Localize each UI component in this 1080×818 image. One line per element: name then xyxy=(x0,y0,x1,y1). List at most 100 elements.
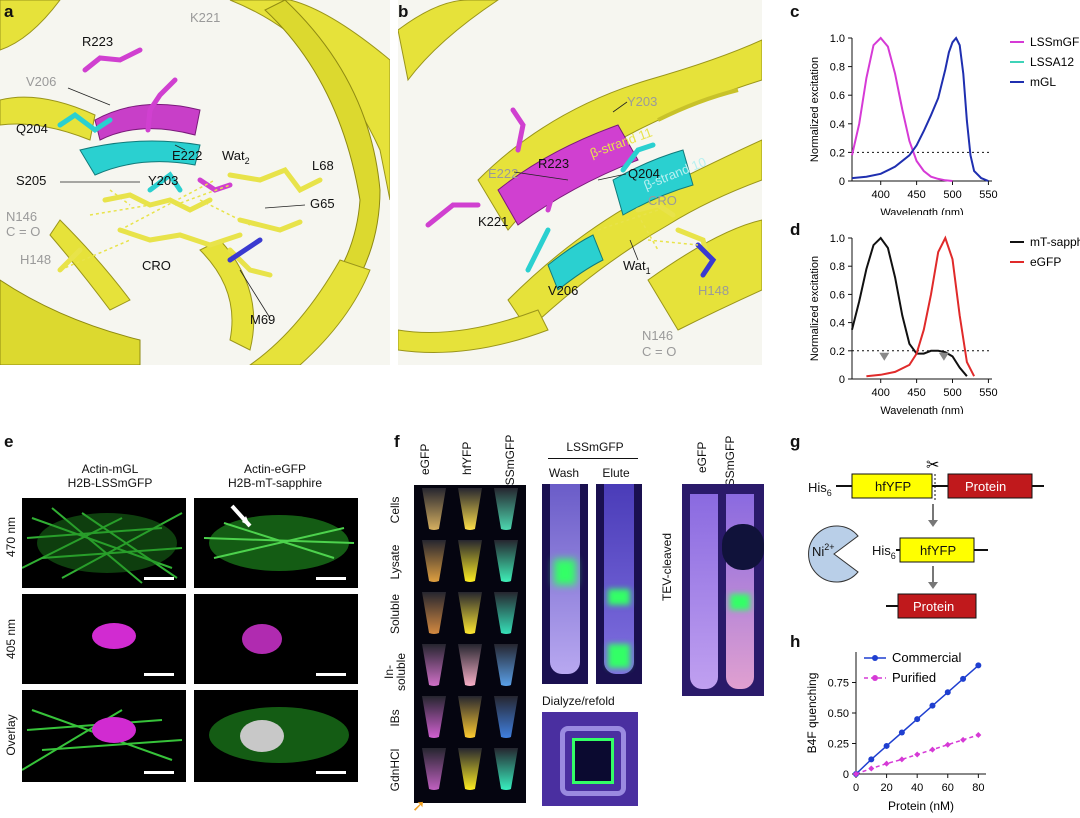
x-tick-label: 60 xyxy=(942,782,954,794)
x-axis-label: Protein (nM) xyxy=(888,799,954,813)
label-wat1: Wat1 xyxy=(623,258,651,276)
data-point xyxy=(914,716,921,723)
f-row-label: GdnHCl xyxy=(388,748,402,792)
scale-bar xyxy=(144,673,174,676)
label-c-o: C = O xyxy=(642,344,676,359)
e-img-405-left xyxy=(22,594,186,684)
series-line-mT-sapphire xyxy=(851,236,968,377)
label-l68: L68 xyxy=(312,158,334,173)
chart-h: 0 0.25 0.50 0.75 0 20 40 60 80 Protein (nM) B4F qu… xyxy=(805,650,986,813)
x-tick-label: 500 xyxy=(943,387,961,399)
y-tick-label: 0.6 xyxy=(830,289,845,301)
legend-label: mGL xyxy=(1030,75,1056,89)
series-line-eGFP xyxy=(866,235,975,378)
e-img-470-right xyxy=(194,498,358,588)
excitation-marker xyxy=(938,352,949,361)
legend-label: mT-sapphire xyxy=(1030,235,1080,249)
label-n146: N146 xyxy=(642,328,673,343)
data-point xyxy=(868,756,875,763)
panel-b: β-strand 11 β-strand 10 Y203 E222 R223 Q… xyxy=(398,0,762,365)
e-row-405: 405 nm xyxy=(4,618,18,660)
f-col-hfyfp: hfYFP xyxy=(460,441,474,475)
panel-d-letter: d xyxy=(790,220,801,239)
legend-marker xyxy=(872,675,878,681)
excitation-marker xyxy=(879,352,890,361)
f-tev-label: TEV-cleaved xyxy=(660,532,674,602)
label-v206: V206 xyxy=(548,283,578,298)
g-ni-label: Ni2+ xyxy=(812,542,835,559)
panel-a-letter: a xyxy=(4,2,14,21)
y-axis-label: Normalized excitation xyxy=(809,57,821,162)
y-tick-label: 1.0 xyxy=(830,33,845,45)
series-line-mGL xyxy=(851,36,989,182)
y-tick-label: 0.8 xyxy=(830,261,845,273)
panel-a-structure: K221 R223 V206 Q204 E222 Wat2 L68 S205 Y… xyxy=(0,0,390,365)
x-tick-label: 450 xyxy=(907,189,925,201)
panel-h-letter: h xyxy=(790,632,801,651)
e-row-470: 470 nm xyxy=(4,516,18,558)
y-tick-label: 1.0 xyxy=(830,233,845,245)
scale-bar xyxy=(316,577,346,580)
label-k221: K221 xyxy=(190,10,220,25)
data-point xyxy=(898,756,905,763)
panel-b-structure: β-strand 11 β-strand 10 Y203 E222 R223 Q… xyxy=(398,0,762,359)
e-col1-header: Actin-mGL H2B-LSSmGFP xyxy=(30,462,190,490)
x-tick-label: 400 xyxy=(872,387,890,399)
data-point xyxy=(960,736,967,743)
data-point xyxy=(883,742,890,749)
g-hfyfp-label-2: hfYFP xyxy=(920,543,956,558)
f-col-egfp: eGFP xyxy=(418,443,432,475)
y-tick-label: 0.25 xyxy=(828,739,849,751)
x-tick-label: 500 xyxy=(943,189,961,201)
series-line-LSSmGFP xyxy=(851,36,953,182)
label-y203: Y203 xyxy=(627,94,657,109)
legend-label: eGFP xyxy=(1030,255,1061,269)
y-axis-label: Normalized excitation xyxy=(809,256,821,361)
g-protein-box-2 xyxy=(897,593,977,619)
f-tev-col-egfp: eGFP xyxy=(695,441,709,473)
label-h148: H148 xyxy=(20,252,51,267)
g-protein-box-1 xyxy=(947,473,1033,499)
label-k221: K221 xyxy=(478,214,508,229)
label-wat2: Wat2 xyxy=(222,148,250,166)
g-hfyfp-label-1: hfYFP xyxy=(875,479,911,494)
ni-resin-icon xyxy=(808,525,859,583)
f-wash-label: Wash xyxy=(548,466,580,480)
scale-bar xyxy=(144,771,174,774)
data-point xyxy=(898,729,905,736)
x-tick-label: 550 xyxy=(979,189,997,201)
x-tick-label: 20 xyxy=(880,782,892,794)
g-his-2: His6 xyxy=(872,543,896,561)
data-point xyxy=(944,741,951,748)
y-tick-label: 0.50 xyxy=(828,708,849,720)
legend-marker xyxy=(872,655,878,661)
e-col2-line2: H2B-mT-sapphire xyxy=(227,476,323,490)
f-row-label: IBs xyxy=(388,709,402,727)
e-col2-header: Actin-eGFP H2B-mT-sapphire xyxy=(195,462,355,490)
g-his-1: His6 xyxy=(808,480,832,498)
f-row-label: Lysate xyxy=(388,544,402,580)
label-e222: E222 xyxy=(488,166,518,181)
y-axis-label: B4F quenching xyxy=(805,673,819,754)
panel-g-letter: g xyxy=(790,432,801,451)
label-g65: G65 xyxy=(310,196,335,211)
data-point xyxy=(975,662,982,669)
label-q204: Q204 xyxy=(628,166,660,181)
x-tick-label: 80 xyxy=(972,782,984,794)
e-col2-line1: Actin-eGFP xyxy=(243,462,306,476)
panel-e-letter: e xyxy=(4,432,14,451)
panel-c-letter: c xyxy=(790,2,800,21)
x-axis-label: Wavelength (nm) xyxy=(880,207,963,215)
x-tick-label: 550 xyxy=(979,387,997,399)
f-wash-photo xyxy=(542,484,588,684)
e-img-overlay-right xyxy=(194,690,358,782)
f-elute-label: Elute xyxy=(602,466,630,480)
data-point xyxy=(883,760,890,767)
panel-f-letter: f xyxy=(394,432,400,451)
f-group-label: LSSmGFP xyxy=(566,440,624,454)
label-r223: R223 xyxy=(82,34,113,49)
x-axis-label: Wavelength (nm) xyxy=(880,405,963,414)
legend-label: Purified xyxy=(892,670,936,685)
label-n146: N146 xyxy=(6,209,37,224)
pointer-arrow-icon: ➚ xyxy=(412,798,426,815)
